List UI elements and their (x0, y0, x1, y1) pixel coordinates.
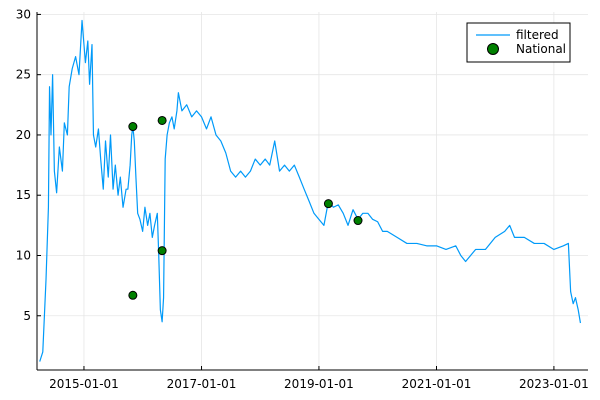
y-tick-label-4: 25 (16, 68, 31, 82)
national-point-4 (323, 199, 333, 209)
legend-label-filtered: filtered (516, 28, 559, 42)
series-line-filtered (39, 19, 582, 362)
legend: filtered National (466, 22, 571, 63)
tick-labels: 2015-01-01 2017-01-01 2019-01-01 2021-01-01… (16, 7, 589, 391)
x-tick-label-1: 2017-01-01 (167, 377, 237, 391)
y-tick-label-5: 30 (16, 7, 31, 21)
x-tick-label-3: 2021-01-01 (402, 377, 472, 391)
legend-label-national: National (516, 42, 566, 56)
y-tick-label-3: 20 (16, 128, 31, 142)
national-point-0 (128, 122, 138, 132)
axes (36, 12, 588, 371)
national-point-1 (128, 290, 138, 300)
y-tick-label-2: 15 (16, 188, 31, 202)
legend-marker-swatch (487, 43, 499, 55)
x-tick-label-0: 2015-01-01 (49, 377, 119, 391)
national-point-3 (157, 246, 167, 256)
series-layer (39, 19, 582, 362)
y-tick-label-0: 5 (23, 309, 31, 323)
y-tick-label-1: 10 (16, 248, 31, 262)
x-tick-label-4: 2023-01-01 (519, 377, 589, 391)
x-tick-label-2: 2019-01-01 (284, 377, 354, 391)
national-point-2 (157, 115, 167, 125)
national-point-5 (353, 216, 363, 226)
grid-lines (37, 12, 588, 370)
legend-box (466, 22, 571, 63)
